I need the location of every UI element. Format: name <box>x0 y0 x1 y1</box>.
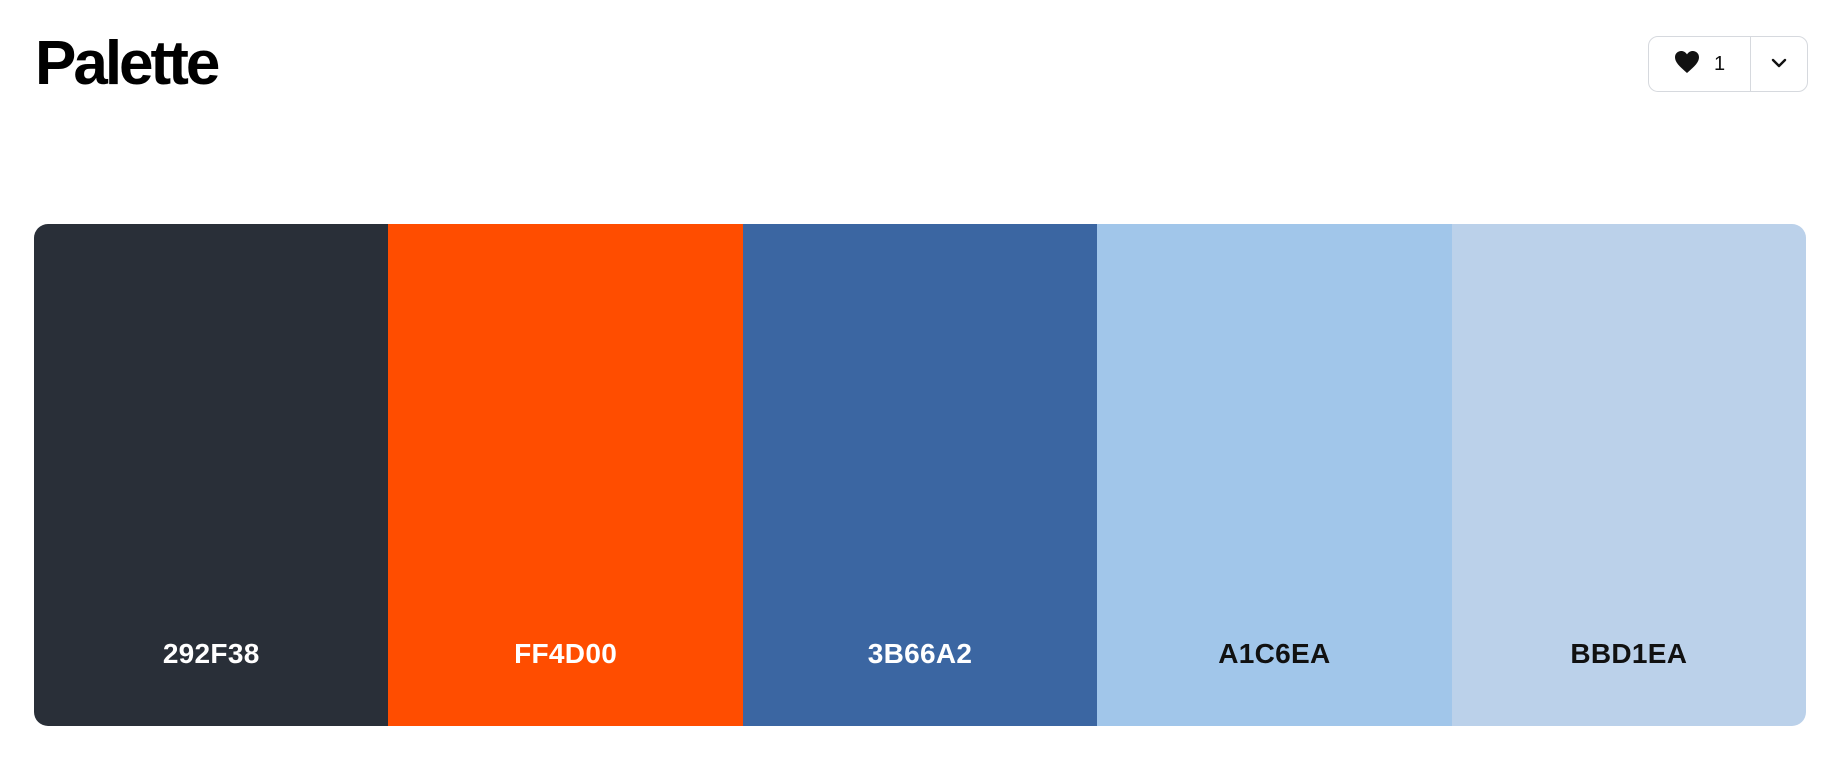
color-swatch[interactable]: FF4D00 <box>388 224 743 726</box>
like-count: 1 <box>1713 52 1726 75</box>
color-palette: 292F38 FF4D00 3B66A2 A1C6EA BBD1EA <box>34 224 1806 726</box>
palette-actions: 1 <box>1648 36 1808 92</box>
heart-icon <box>1674 50 1700 79</box>
swatch-hex-code: 3B66A2 <box>867 638 973 669</box>
color-swatch[interactable]: BBD1EA <box>1451 224 1806 726</box>
page-title: Palette <box>35 29 220 98</box>
more-options-button[interactable] <box>1751 37 1807 91</box>
swatch-hex-code: FF4D00 <box>514 638 618 669</box>
color-swatch[interactable]: 3B66A2 <box>742 224 1098 726</box>
color-swatch[interactable]: 292F38 <box>34 224 389 726</box>
like-button[interactable]: 1 <box>1649 37 1751 91</box>
chevron-down-icon <box>1771 55 1787 73</box>
swatch-hex-code: BBD1EA <box>1570 638 1688 669</box>
swatch-hex-code: A1C6EA <box>1218 638 1331 669</box>
color-swatch[interactable]: A1C6EA <box>1097 224 1452 726</box>
swatch-hex-code: 292F38 <box>162 638 260 669</box>
